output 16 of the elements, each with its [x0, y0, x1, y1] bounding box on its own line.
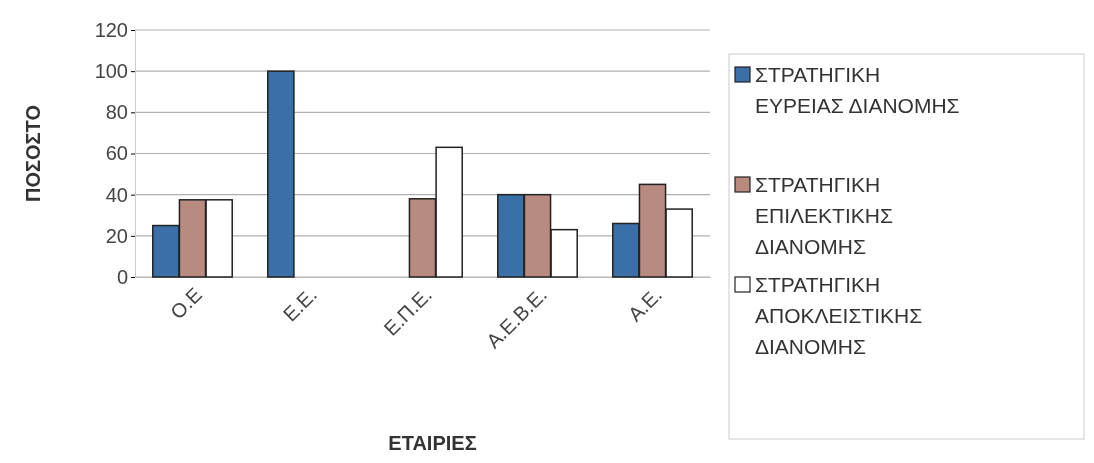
y-tick-label: 0	[116, 265, 128, 288]
y-tick-label: 60	[105, 142, 128, 165]
x-tick-label: Ε.Ε.	[278, 283, 321, 326]
x-tick-label: Α.Ε.	[623, 283, 666, 326]
y-axis-title: ΠΟΣΟΣΤΟ	[22, 105, 44, 202]
y-tick-label: 120	[94, 18, 128, 41]
x-tick-label: Ο.Ε	[166, 283, 206, 324]
x-axis-title: ΕΤΑΙΡΙΕΣ	[388, 432, 477, 454]
bar	[267, 70, 295, 278]
y-tick-label: 100	[94, 60, 128, 83]
y-tick-label: 80	[105, 101, 128, 124]
legend-label: ΣΤΡΑΤΗΓΙΚΗ ΕΠΙΛΕΚΤΙΚΗΣ ΔΙΑΝΟΜΗΣ	[755, 173, 893, 258]
legend-label: ΣΤΡΑΤΗΓΙΚΗ ΕΥΡΕΙΑΣ ΔΙΑΝΟΜΗΣ	[755, 63, 960, 117]
y-tick-label: 40	[105, 183, 128, 206]
legend-label: ΣΤΡΑΤΗΓΙΚΗ ΑΠΟΚΛΕΙΣΤΙΚΗΣ ΔΙΑΝΟΜΗΣ	[755, 273, 923, 358]
y-tick-label: 20	[105, 224, 128, 247]
